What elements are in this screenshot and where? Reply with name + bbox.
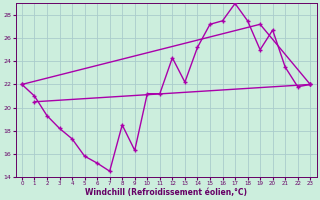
X-axis label: Windchill (Refroidissement éolien,°C): Windchill (Refroidissement éolien,°C) [85, 188, 247, 197]
